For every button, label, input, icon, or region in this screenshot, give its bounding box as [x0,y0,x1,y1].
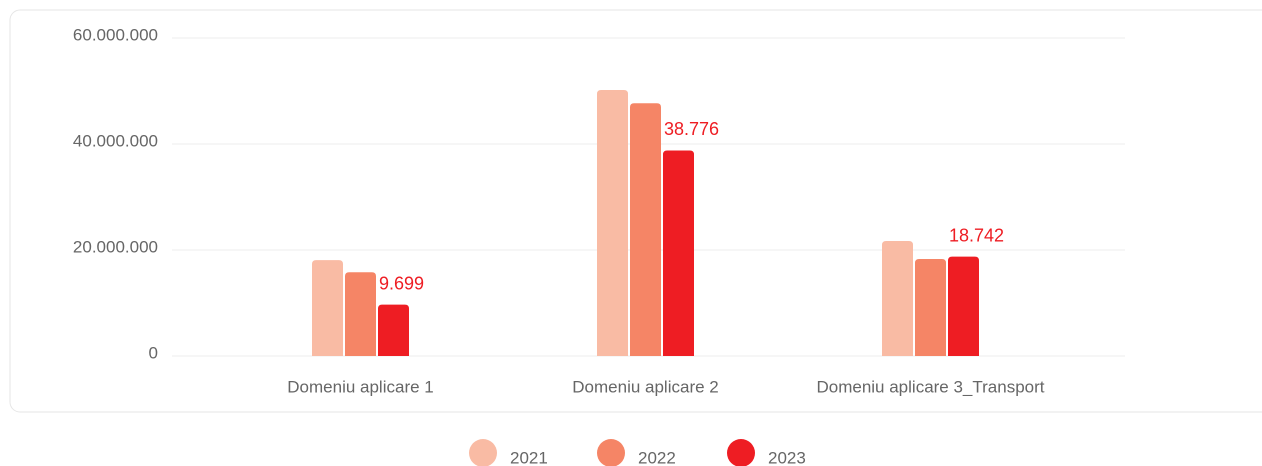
x-tick-label: Domeniu aplicare 2 [572,377,718,396]
bar [663,150,694,356]
bar [597,89,628,356]
x-tick-label: Domeniu aplicare 1 [287,377,433,396]
data-label: 18.742 [949,225,1004,245]
bar [345,272,376,356]
bar [312,260,343,356]
legend-label: 2022 [638,448,676,466]
y-tick-label: 0 [149,343,158,362]
bar [630,103,661,356]
x-tick-label: Domeniu aplicare 3_Transport [816,377,1044,396]
data-label: 9.699 [379,273,424,293]
data-label: 38.776 [664,119,719,139]
legend-label: 2021 [510,448,548,466]
legend-swatch [727,439,755,466]
bar [948,256,979,356]
legend-swatch [469,439,497,466]
y-tick-label: 20.000.000 [73,237,158,256]
y-tick-label: 40.000.000 [73,131,158,150]
legend-label: 2023 [768,448,806,466]
legend-swatch [597,439,625,466]
bar [915,259,946,356]
y-tick-label: 60.000.000 [73,25,158,44]
bar [378,304,409,356]
bar [882,240,913,356]
